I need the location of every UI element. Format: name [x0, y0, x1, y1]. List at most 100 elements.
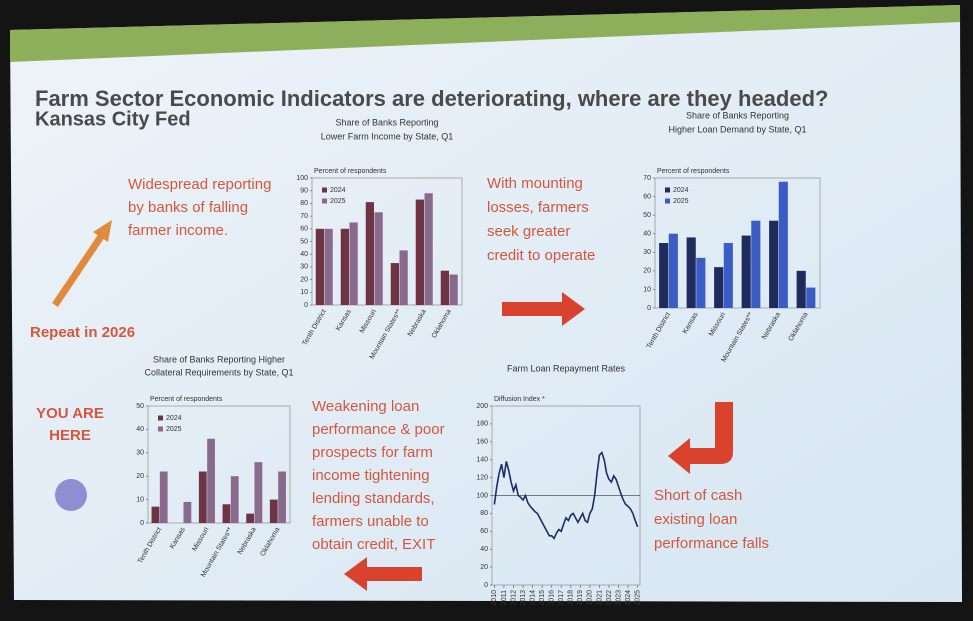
y-tick-label: 140	[476, 457, 488, 464]
annotation: obtain credit, EXIT	[312, 536, 435, 553]
y-axis-label: Percent of respondents	[150, 396, 223, 403]
y-tick-label: 80	[300, 200, 308, 207]
y-tick-label: 20	[136, 473, 144, 480]
arrow-head	[344, 557, 367, 591]
bar	[315, 228, 324, 305]
y-tick-label: 40	[136, 426, 144, 433]
bar	[159, 471, 168, 523]
bar	[365, 202, 374, 305]
y-tick-label: 40	[480, 546, 488, 553]
bar	[796, 270, 806, 308]
y-tick-label: 100	[476, 492, 488, 499]
y-tick-label: 30	[643, 249, 651, 256]
y-axis-label: Percent of respondents	[657, 168, 730, 175]
bar	[340, 228, 349, 305]
y-axis-label: Diffusion Index *	[494, 396, 545, 403]
legend-swatch	[665, 187, 670, 193]
bar	[198, 471, 207, 523]
bar	[668, 233, 678, 308]
x-tick-label: 2021	[596, 590, 603, 606]
bar	[390, 263, 399, 305]
bar	[778, 181, 788, 308]
bar	[659, 243, 669, 308]
annotation: Short of cash	[654, 487, 742, 504]
bar	[424, 193, 433, 305]
y-tick-label: 0	[140, 520, 144, 527]
y-tick-label: 50	[136, 403, 144, 410]
arrow-head	[93, 220, 112, 242]
marker-circle	[55, 479, 87, 511]
bar	[230, 476, 239, 523]
y-tick-label: 10	[136, 496, 144, 503]
y-tick-label: 40	[300, 251, 308, 258]
y-tick-label: 20	[643, 268, 651, 275]
legend-swatch	[665, 198, 670, 204]
chart-title: Share of Banks Reporting	[335, 117, 438, 127]
x-tick-label: 2010	[491, 590, 498, 606]
annotation: performance & poor	[312, 421, 445, 438]
annotation: farmers unable to	[312, 513, 429, 530]
bar	[254, 462, 263, 523]
legend-label: 2024	[330, 187, 346, 194]
annotation: seek greater	[487, 223, 570, 240]
annotation: lending standards,	[312, 490, 435, 507]
bar	[324, 228, 333, 305]
bar	[440, 270, 449, 305]
legend-swatch	[158, 415, 163, 421]
annotation: prospects for farm	[312, 444, 433, 461]
y-tick-label: 10	[643, 286, 651, 293]
line	[493, 450, 639, 540]
y-tick-label: 200	[476, 403, 488, 410]
y-tick-label: 50	[300, 238, 308, 245]
annotation: farmer income.	[128, 222, 228, 239]
bar	[769, 220, 779, 308]
legend-label: 2025	[673, 198, 689, 205]
bar	[246, 513, 254, 523]
y-tick-label: 70	[643, 175, 651, 182]
legend-label: 2024	[673, 187, 689, 194]
y-tick-label: 100	[296, 175, 308, 182]
bar	[222, 504, 231, 523]
legend-label: 2025	[166, 426, 182, 433]
bar	[686, 237, 696, 308]
bar	[151, 506, 160, 523]
legend-swatch	[158, 426, 163, 432]
annotation: performance falls	[654, 535, 769, 552]
annotation: YOU ARE	[36, 405, 104, 422]
bar	[269, 499, 278, 523]
y-tick-label: 160	[476, 439, 488, 446]
chart-title: Collateral Requirements by State, Q1	[144, 367, 293, 377]
bar	[278, 471, 286, 523]
bar	[349, 222, 358, 305]
y-tick-label: 80	[480, 510, 488, 517]
x-tick-label: 2019	[577, 590, 584, 606]
annotation: credit to operate	[487, 247, 595, 264]
chart-title: Lower Farm Income by State, Q1	[321, 131, 454, 141]
y-tick-label: 20	[480, 564, 488, 571]
y-tick-label: 10	[300, 289, 308, 296]
x-tick-label: 2024	[625, 590, 632, 606]
bar	[751, 220, 761, 308]
annotation: Repeat in 2026	[30, 324, 135, 341]
chart-title: Share of Banks Reporting Higher	[153, 354, 285, 364]
x-tick-label: 2018	[568, 590, 575, 606]
y-tick-label: 120	[476, 474, 488, 481]
y-tick-label: 90	[300, 188, 308, 195]
y-tick-label: 50	[643, 212, 651, 219]
legend-swatch	[322, 187, 327, 193]
chart-title: Higher Loan Demand by State, Q1	[668, 124, 806, 134]
x-tick-label: 2013	[520, 590, 527, 606]
bar	[696, 257, 706, 308]
x-tick-label: 2025	[634, 590, 641, 606]
bar	[723, 243, 733, 308]
y-tick-label: 30	[136, 450, 144, 457]
legend-label: 2024	[166, 415, 182, 422]
x-tick-label: 2023	[615, 590, 622, 606]
slide-subtitle: Kansas City Fed	[35, 108, 191, 130]
bar	[399, 250, 408, 305]
y-tick-label: 0	[304, 302, 308, 309]
annotation: losses, farmers	[487, 199, 589, 216]
y-tick-label: 70	[300, 213, 308, 220]
